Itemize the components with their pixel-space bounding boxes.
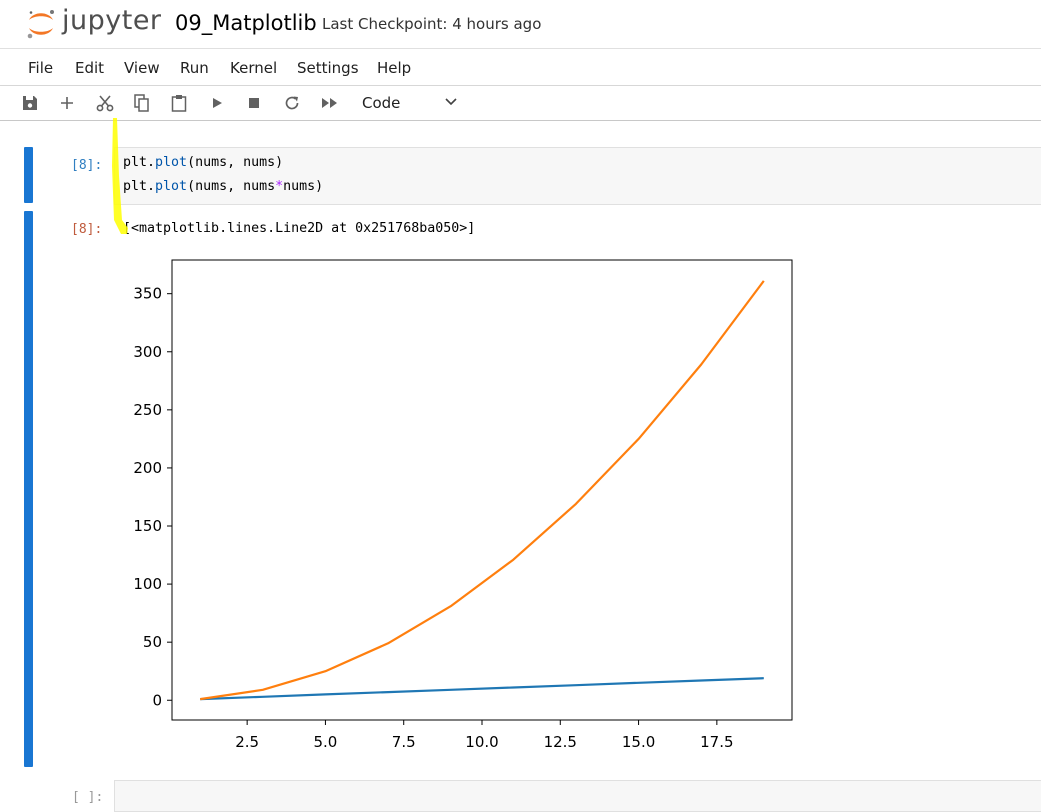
- menu-file[interactable]: File: [28, 59, 54, 77]
- series-line-2: [200, 280, 765, 701]
- menu-view[interactable]: View: [124, 59, 160, 77]
- jupyter-brand: jupyter: [62, 5, 162, 36]
- code-line: plt.plot(nums, nums): [123, 155, 284, 170]
- input-prompt: [8]:: [71, 158, 103, 173]
- cell-type-select[interactable]: Code: [362, 94, 401, 112]
- x-tick-label: 10.0: [465, 733, 498, 751]
- fast-forward-icon[interactable]: [319, 93, 341, 113]
- x-tick-label: 15.0: [622, 733, 655, 751]
- cut-icon[interactable]: [94, 93, 116, 113]
- menu-settings[interactable]: Settings: [297, 59, 359, 77]
- notebook-title[interactable]: 09_Matplotlib: [175, 11, 317, 35]
- plot-frame: [171, 259, 793, 721]
- stop-icon[interactable]: [243, 93, 265, 113]
- paste-icon[interactable]: [168, 93, 190, 113]
- input-collapser[interactable]: [24, 147, 33, 203]
- menu-edit[interactable]: Edit: [75, 59, 105, 77]
- menu-kernel[interactable]: Kernel: [230, 59, 278, 77]
- series-line-1: [200, 677, 764, 701]
- output-text: [<matplotlib.lines.Line2D at 0x251768ba0…: [123, 221, 476, 236]
- restart-icon[interactable]: [281, 93, 303, 113]
- menu-run[interactable]: Run: [180, 59, 209, 77]
- line-chart: 0 50 100 150 200 250 300 350 2.5 5.0 7.5 10.0 12.5 15…: [133, 259, 793, 751]
- add-icon[interactable]: [56, 93, 78, 113]
- jupyter-logo-icon[interactable]: [26, 8, 56, 40]
- save-icon[interactable]: [19, 93, 41, 113]
- y-tick-label: 250: [133, 401, 162, 419]
- y-tick-label: 150: [133, 517, 162, 535]
- code-editor[interactable]: plt.plot(nums, nums) plt.plot(nums, nums…: [114, 147, 1041, 205]
- top-bar: jupyter 09_Matplotlib Last Checkpoint: 4…: [0, 0, 1041, 49]
- notebook-toolbar: Code: [0, 86, 1041, 121]
- y-tick-label: 100: [133, 575, 162, 593]
- menu-help[interactable]: Help: [377, 59, 412, 77]
- run-icon[interactable]: [206, 93, 228, 113]
- menu-bar: File Edit View Run Kernel Settings Help: [0, 49, 1041, 86]
- y-tick-label: 300: [133, 343, 162, 361]
- highlighter-mark: [112, 118, 128, 234]
- y-tick-label: 350: [133, 285, 162, 303]
- output-prompt: [8]:: [71, 222, 103, 237]
- checkpoint-status: Last Checkpoint: 4 hours ago: [322, 15, 542, 33]
- code-line: plt.plot(nums, nums*nums): [123, 179, 324, 194]
- y-tick-label: 50: [143, 633, 162, 651]
- x-tick-label: 7.5: [392, 733, 416, 751]
- chevron-down-icon[interactable]: [444, 97, 458, 107]
- x-tick-label: 12.5: [544, 733, 577, 751]
- output-collapser[interactable]: [24, 211, 33, 767]
- y-tick-label: 200: [133, 459, 162, 477]
- code-editor[interactable]: [114, 780, 1041, 812]
- input-prompt: [ ]:: [72, 790, 104, 805]
- copy-icon[interactable]: [131, 93, 153, 113]
- x-tick-label: 17.5: [700, 733, 733, 751]
- x-tick-label: 2.5: [235, 733, 259, 751]
- x-tick-label: 5.0: [314, 733, 338, 751]
- notebook-panel: [0, 121, 1041, 805]
- y-tick-label: 0: [152, 691, 162, 709]
